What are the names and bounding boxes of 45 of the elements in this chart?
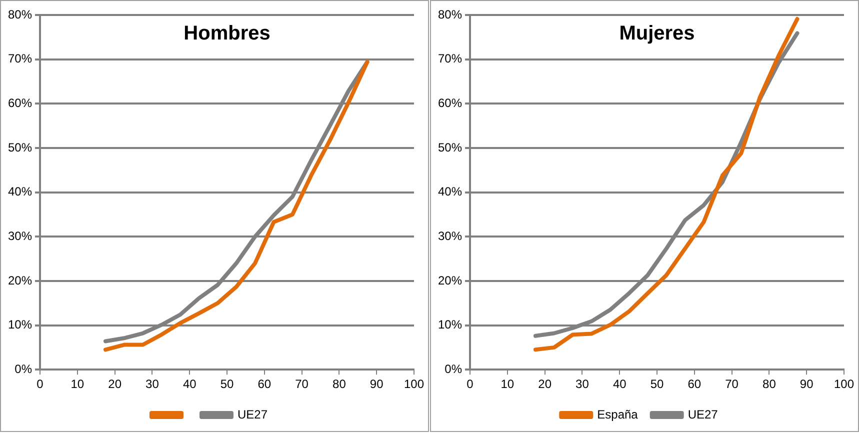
chart-title: Hombres [184,22,270,45]
x-tick-label: 60 [688,377,702,392]
y-tick-label: 40% [8,184,32,199]
x-tick-label: 10 [500,377,514,392]
y-tick-label: 30% [438,228,462,243]
x-tick-label: 100 [834,377,854,392]
x-tick-label: 60 [258,377,272,392]
x-tick-label: 20 [538,377,552,392]
x-tick-label: 70 [295,377,309,392]
x-tick-label: 40 [182,377,197,392]
x-tick-label: 40 [612,377,627,392]
y-tick-label: 60% [8,96,32,110]
x-tick-label: 80 [332,377,346,392]
y-tick-label: 50% [8,140,32,154]
legend-label: UE27 [237,407,268,422]
y-tick-label: 0% [444,362,462,376]
x-tick-label: 0 [466,377,474,392]
y-tick-label: 0% [14,362,32,376]
chart-title: Mujeres [619,22,695,45]
x-tick-label: 50 [650,377,664,392]
x-tick-label: 10 [70,377,84,392]
x-tick-label: 30 [146,377,160,392]
legend-label: España [597,407,638,422]
y-tick-label: 20% [438,273,462,288]
y-tick-label: 40% [438,184,462,199]
x-tick-label: 0 [36,377,44,392]
y-tick-label: 10% [438,318,462,332]
y-tick-label: 70% [8,52,32,66]
x-tick-label: 20 [108,377,122,392]
x-tick-label: 70 [725,377,739,392]
y-tick-label: 30% [8,228,32,243]
x-tick-label: 100 [404,377,424,392]
y-tick-label: 80% [8,7,32,22]
y-tick-label: 50% [438,140,462,154]
x-tick-label: 90 [370,377,384,392]
x-tick-label: 90 [800,377,814,392]
y-tick-label: 20% [8,273,32,288]
y-tick-label: 60% [438,96,462,110]
x-tick-label: 80 [762,377,776,392]
x-tick-label: 50 [220,377,234,392]
y-tick-label: 70% [438,52,462,66]
y-tick-label: 80% [438,7,462,22]
legend-label: UE27 [688,407,718,422]
y-tick-label: 10% [8,318,32,332]
x-tick-label: 30 [576,377,590,392]
